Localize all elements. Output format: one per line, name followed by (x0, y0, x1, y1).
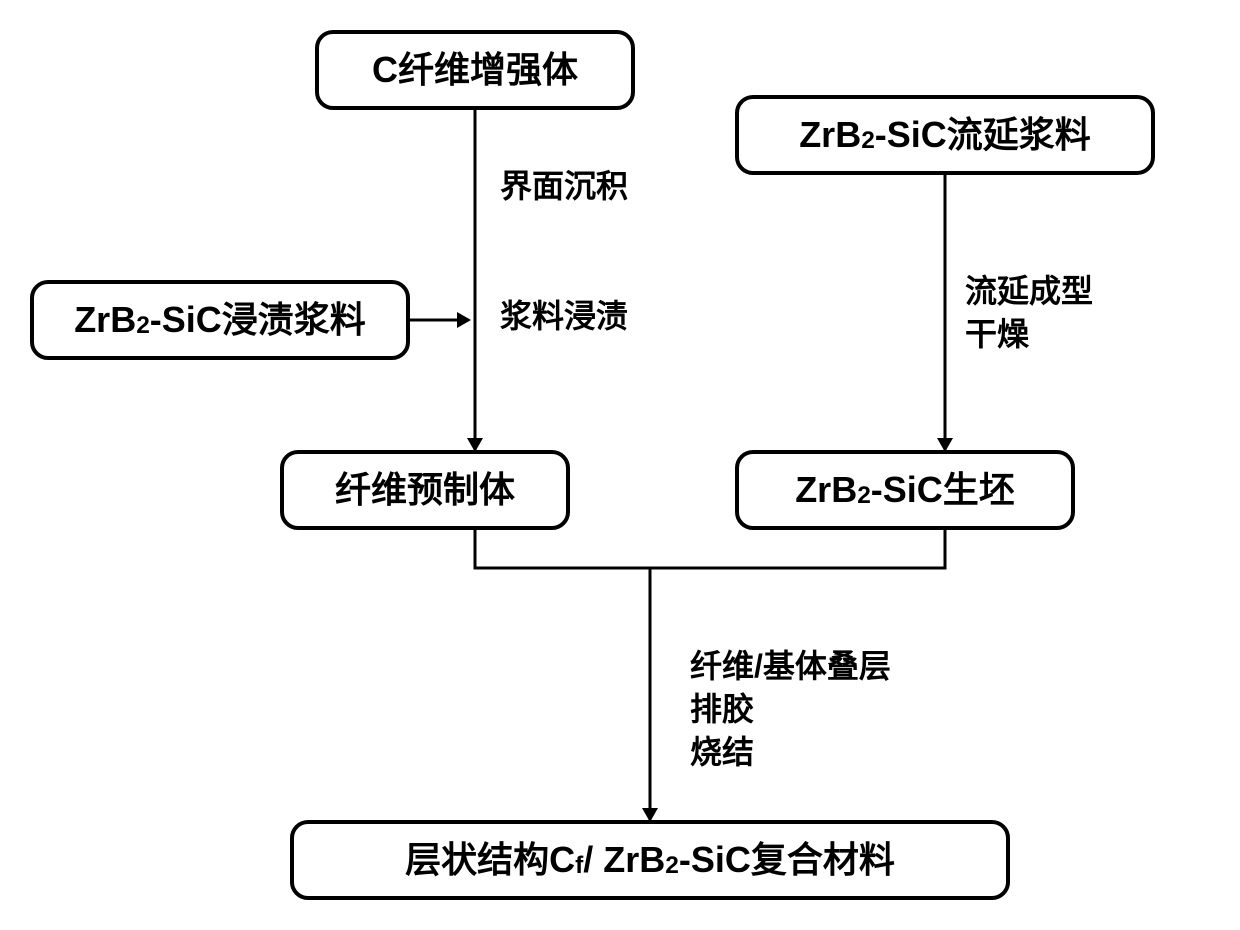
edge (475, 530, 650, 568)
flowchart-node-n2: ZrB2-SiC流延浆料 (735, 95, 1155, 175)
flowchart-node-n4: 纤维预制体 (280, 450, 570, 530)
edge-label-e1: 界面沉积 (500, 165, 628, 208)
flowchart-node-n1: C纤维增强体 (315, 30, 635, 110)
flowchart-node-n3: ZrB2-SiC浸渍浆料 (30, 280, 410, 360)
edge-label-e2: 浆料浸渍 (500, 295, 628, 338)
edge-label-e4: 纤维/基体叠层 排胶 烧结 (690, 645, 891, 775)
edge (650, 530, 945, 568)
edge-label-e3: 流延成型 干燥 (965, 270, 1093, 356)
flowchart-node-n6: 层状结构Cf/ ZrB2-SiC复合材料 (290, 820, 1010, 900)
arrowhead-icon (457, 312, 471, 328)
flowchart-node-n5: ZrB2-SiC生坯 (735, 450, 1075, 530)
